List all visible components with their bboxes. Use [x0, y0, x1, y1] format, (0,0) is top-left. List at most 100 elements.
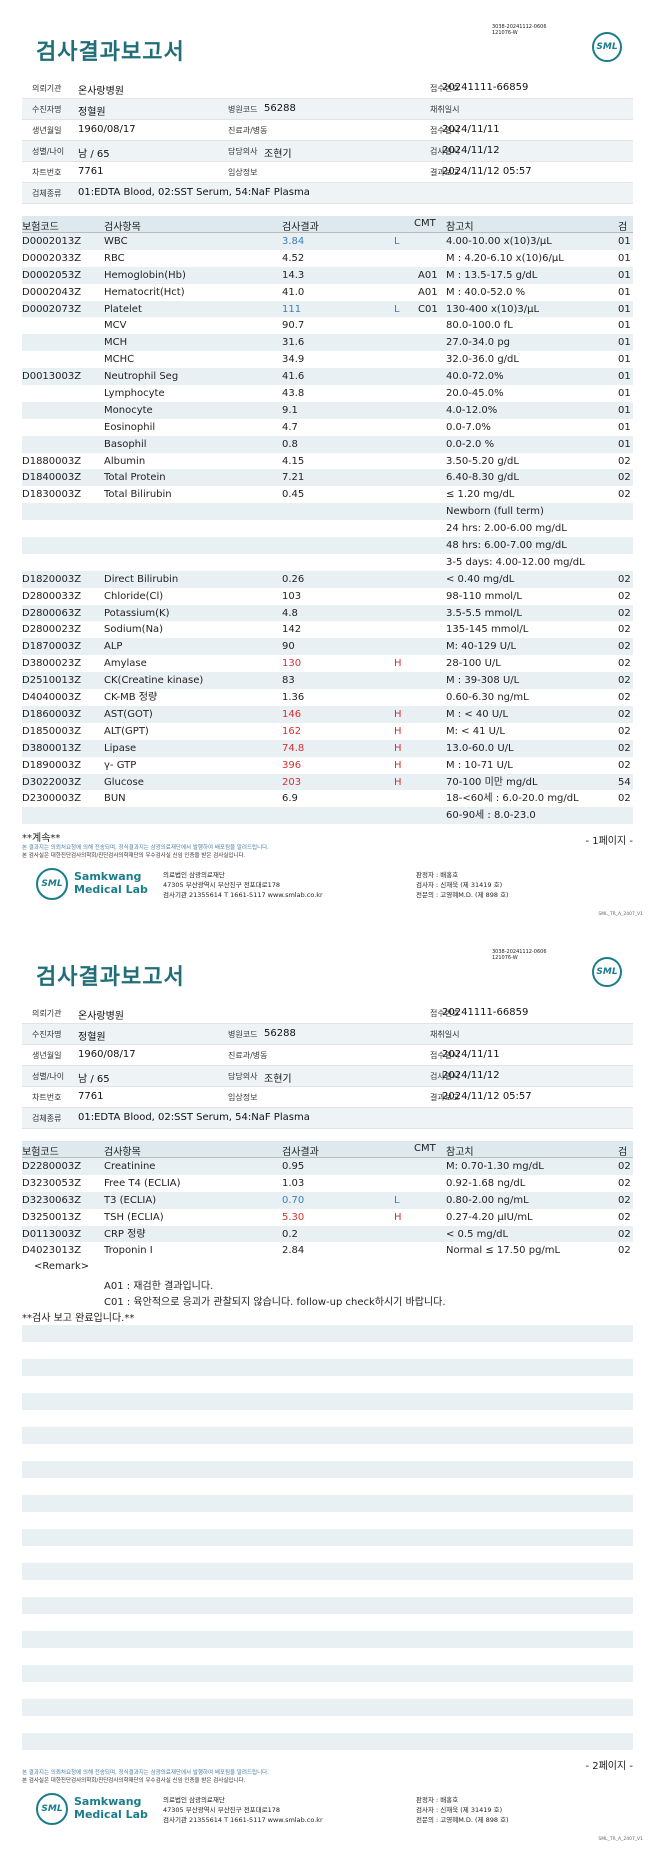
- report-date-value: 2024/11/12 05:57: [442, 166, 532, 177]
- specimen-code: 02: [618, 1211, 631, 1223]
- specimen-code: 02: [618, 641, 631, 653]
- clinical-label: 임상정보: [228, 168, 258, 177]
- reference-range: M : < 40 U/L: [446, 708, 509, 720]
- blank-row: [22, 1478, 633, 1495]
- table-row: D0113003Z CRP 정량 0.2 < 0.5 mg/dL 02: [22, 1225, 633, 1243]
- insurance-code: D2300003Z: [22, 793, 82, 805]
- insurance-code: D0002073Z: [22, 303, 82, 315]
- table-row: D1820003Z Direct Bilirubin 0.26 < 0.40 mg/d…: [22, 570, 633, 588]
- header-ref: 참고치: [446, 222, 474, 233]
- page-number: - 2페이지 -: [585, 1761, 633, 1772]
- reference-range: 28-100 U/L: [446, 658, 501, 670]
- blank-row: [22, 1665, 633, 1682]
- test-result: 0.95: [282, 1161, 305, 1172]
- specimen-code: 01: [618, 421, 631, 433]
- test-result: 3.84: [282, 236, 305, 247]
- test-item: Neutrophil Seg: [104, 371, 179, 383]
- blank-row: [22, 1393, 633, 1410]
- test-result: 7.21: [282, 472, 305, 484]
- test-result: 9.1: [282, 404, 298, 416]
- footer-notice: 본 결과지는 의뢰처요청에 의해 전송되며, 정식결과지는 삼광의료재단에서 발…: [22, 1770, 269, 1776]
- chart-value: 7761: [78, 1091, 104, 1102]
- blank-row: [22, 1682, 633, 1699]
- reference-range: M : 40.0-52.0 %: [446, 286, 526, 298]
- collect-date-label: 채취일시: [430, 105, 460, 114]
- footer-notice: 본 결과지는 의뢰처요청에 의해 전송되며, 정식결과지는 삼광의료재단에서 발…: [22, 845, 269, 851]
- birth-label: 생년월일: [32, 126, 62, 135]
- report-date-value: 2024/11/12 05:57: [442, 1091, 532, 1102]
- comment-code: C01: [418, 303, 438, 315]
- table-row: Lymphocyte 43.8 20.0-45.0% 01: [22, 385, 633, 402]
- test-item: CRP 정량: [104, 1228, 146, 1240]
- footer-address: 의료법인 삼광의료재단 47305 부산광역시 부산진구 전포대로178 검사기관 …: [163, 1795, 323, 1825]
- test-item: ALP: [104, 641, 123, 653]
- table-row: MCHC 34.9 32.0-36.0 g/dL 01: [22, 351, 633, 368]
- test-date-label: 검사일시: [430, 147, 460, 156]
- insurance-code: D3250013Z: [22, 1211, 82, 1223]
- test-item: MCV: [104, 320, 127, 332]
- contact: 검사기관 21355614 T 1661-5117 www.smlab.co.k…: [163, 1816, 323, 1824]
- result-flag: L: [394, 236, 400, 247]
- test-item: Albumin: [104, 455, 146, 467]
- specimen-code: 02: [618, 1161, 631, 1172]
- collect-date-label: 채취일시: [430, 1030, 460, 1039]
- hospital-code-value: 56288: [264, 103, 296, 114]
- insurance-code: D3800013Z: [22, 742, 82, 754]
- clinical-label: 임상정보: [228, 1093, 258, 1102]
- test-result: 74.8: [282, 742, 305, 754]
- sml-logo-icon: SML: [36, 868, 68, 900]
- test-result: 34.9: [282, 354, 305, 366]
- reference-range: 40.0-72.0%: [446, 371, 504, 383]
- table-row: D1890003Z γ- GTP 396 H M : 10-71 U/L 02: [22, 757, 633, 774]
- test-result: 0.26: [282, 573, 305, 585]
- reference-range: 6.40-8.30 g/dL: [446, 472, 519, 484]
- receipt-no-value: 20241111-66859: [442, 1007, 529, 1018]
- info-row: 의뢰기관 온사랑병원 접수번호 20241111-66859: [22, 1003, 633, 1024]
- result-flag: H: [394, 725, 402, 737]
- table-row: D3230053Z Free T4 (ECLIA) 1.03 0.92-1.68 ng…: [22, 1175, 633, 1192]
- table-row: D2510013Z CK(Creatine kinase) 83 M : 39-308…: [22, 672, 633, 690]
- reference-range: 27.0-34.0 pg: [446, 337, 511, 349]
- table-row: D3022003Z Glucose 203 H 70-100 미만 mg/dL 54: [22, 773, 633, 791]
- test-result: 41.0: [282, 286, 305, 298]
- barcode-line-1: 3038-20241112-0606: [492, 949, 547, 955]
- reference-range: 98-110 mmol/L: [446, 590, 522, 602]
- results-table-header: 보험코드검사항목검사결과CMT참고치검체: [22, 1141, 633, 1173]
- chart-label: 차트번호: [32, 1093, 62, 1102]
- table-row: D0002073Z Platelet 111 L C01 130-400 x(10)3/μ…: [22, 300, 633, 318]
- insurance-code: D1860003Z: [22, 708, 82, 720]
- specimen-code: 02: [618, 1177, 631, 1189]
- insurance-code: D3022003Z: [22, 776, 82, 788]
- table-row: 60-90세 : 8.0-23.0: [22, 807, 633, 825]
- test-result: 43.8: [282, 388, 305, 400]
- test-result: 14.3: [282, 269, 305, 281]
- barcode-text: 3038-20241112-0606 121076-W: [492, 949, 547, 961]
- remark-title: <Remark>: [34, 1261, 90, 1272]
- test-item: Platelet: [104, 303, 142, 315]
- test-item: Creatinine: [104, 1161, 156, 1172]
- reference-range: M : 39-308 U/L: [446, 675, 520, 687]
- test-result: 130: [282, 658, 302, 670]
- reference-range: Newborn (full term): [446, 506, 544, 518]
- blank-row: [22, 1359, 633, 1376]
- test-result: 4.8: [282, 607, 298, 619]
- header-cmt: CMT: [414, 1143, 436, 1154]
- result-flag: H: [394, 708, 402, 720]
- specialist: 전문의 : 고영혜M.D. (제 898 호): [416, 1816, 509, 1824]
- reviewer: 판정자 : 배홍호: [416, 871, 459, 879]
- blank-row: [22, 1563, 633, 1580]
- table-row: D2800033Z Chloride(Cl) 103 98-110 mmol/L 02: [22, 588, 633, 605]
- specimen-code: 02: [618, 658, 631, 670]
- test-item: ALT(GPT): [104, 725, 149, 737]
- birth-value: 1960/08/17: [78, 124, 136, 135]
- table-row: D2280003Z Creatinine 0.95 M: 0.70-1.30 mg/d…: [22, 1158, 633, 1175]
- insurance-code: D1880003Z: [22, 455, 82, 467]
- test-result: 31.6: [282, 337, 305, 349]
- requester-value: 온사랑병원: [78, 86, 124, 97]
- insurance-code: D0002043Z: [22, 286, 82, 298]
- hospital-code-label: 병원코드: [228, 105, 258, 114]
- doctor-label: 담당의사: [228, 1072, 258, 1081]
- info-row: 차트번호 7761 임상정보 결과보고 2024/11/12 05:57: [22, 1087, 633, 1108]
- table-row: D1830003Z Total Bilirubin 0.45 ≤ 1.20 mg/dL…: [22, 486, 633, 503]
- insurance-code: D3230053Z: [22, 1177, 82, 1189]
